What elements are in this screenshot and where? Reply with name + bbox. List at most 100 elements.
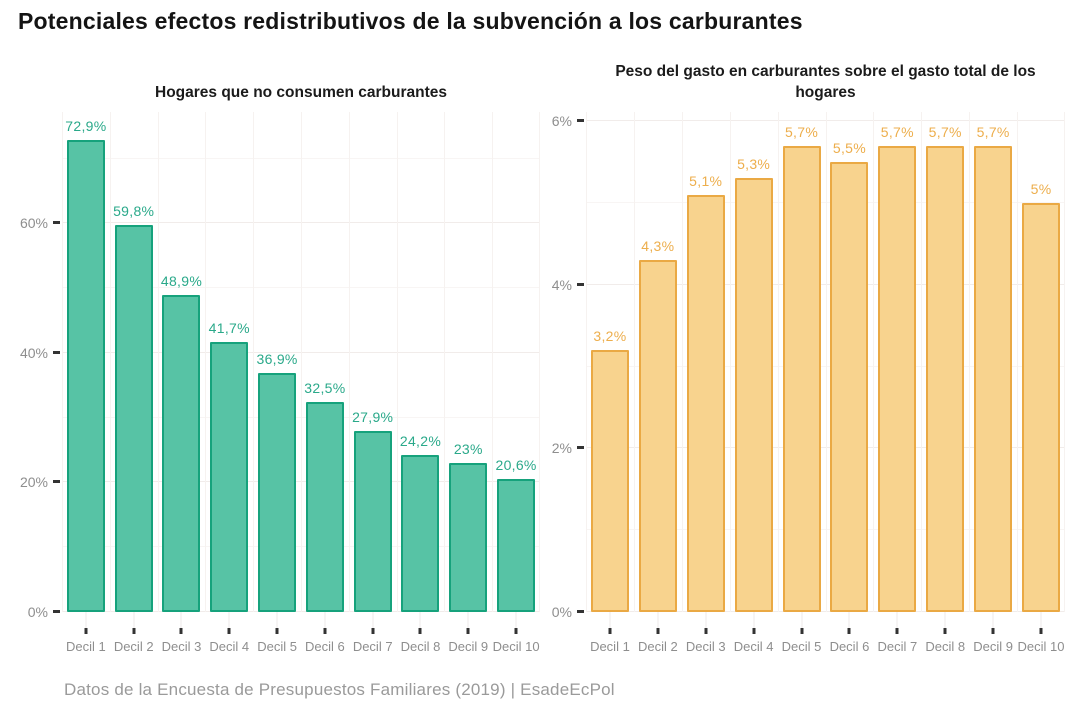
vertical-gridline <box>253 112 255 612</box>
x-axis-category-label: Decil 3 <box>685 639 726 654</box>
vertical-gridline <box>586 112 587 612</box>
bar-decil-5 <box>782 145 821 612</box>
bar-slot: 32,5% <box>301 112 349 612</box>
bar-slot: 5,3% <box>730 112 778 612</box>
x-axis-category-label: Decil 8 <box>400 639 441 654</box>
vertical-gridline <box>109 112 111 612</box>
bar-decil-9 <box>974 145 1013 612</box>
bar-slot: 5,7% <box>873 112 921 612</box>
y-axis-tick-label: 20% <box>19 474 48 491</box>
x-axis-tick-mark <box>895 628 899 634</box>
bar-decil-1 <box>590 350 629 612</box>
bar-value-label: 5,1% <box>689 172 723 189</box>
x-axis-category-label: Decil 9 <box>973 639 1013 654</box>
plot-area: 3,2% 4,3% 5,1% 5,3% 5,7% 5,5% 5,7% 5,7% 5,7% 5% <box>586 112 1065 612</box>
chart-hogares-no-consumen: Hogares que no consumen carburantes 0% 20… <box>0 58 540 668</box>
x-axis-slot: Decil 8 <box>921 612 969 668</box>
bar-value-label: 5,3% <box>737 156 771 173</box>
bar-value-label: 5% <box>1030 180 1052 197</box>
vertical-gridline <box>969 112 971 612</box>
x-axis-tick-mark <box>466 628 470 634</box>
x-axis-tick-connector <box>848 612 850 631</box>
x-axis-slot: Decil 6 <box>826 612 874 668</box>
x-axis-slot: Decil 3 <box>158 612 206 668</box>
x-axis-slot: Decil 2 <box>634 612 682 668</box>
bar-decil-10 <box>497 478 536 612</box>
x-axis-category-label: Decil 1 <box>66 639 106 654</box>
x-axis-category-label: Decil 4 <box>733 639 774 654</box>
x-axis-tick-connector <box>228 612 230 631</box>
vertical-gridline <box>205 112 207 612</box>
vertical-gridline <box>1064 112 1065 612</box>
x-axis-tick-mark <box>132 628 136 634</box>
x-axis-tick-mark <box>275 628 279 634</box>
bar-decil-2 <box>638 260 677 612</box>
x-axis-tick-connector <box>944 612 946 631</box>
x-axis-tick-mark <box>943 628 947 634</box>
x-axis-slot: Decil 4 <box>730 612 778 668</box>
x-axis-category-label: Decil 10 <box>1017 639 1065 654</box>
y-axis-tick-label: 40% <box>19 344 48 361</box>
vertical-gridline <box>681 112 683 612</box>
y-axis-tick-mark <box>53 221 60 225</box>
x-axis-tick-mark <box>418 628 422 634</box>
bar-slot: 3,2% <box>586 112 634 612</box>
bar-decil-3 <box>686 194 725 612</box>
bar-value-label: 36,9% <box>256 351 298 368</box>
bar-slot: 23% <box>444 112 492 612</box>
bar-decil-6 <box>305 401 344 612</box>
bar-decil-4 <box>734 178 773 612</box>
x-axis-tick-mark <box>371 628 375 634</box>
x-axis-category-label: Decil 7 <box>352 639 393 654</box>
chart-title: Peso del gasto en carburantes sobre el g… <box>615 63 1036 102</box>
x-axis-slot: Decil 8 <box>397 612 445 668</box>
x-axis-slot: Decil 10 <box>1017 612 1065 668</box>
x-axis-tick-mark <box>704 628 708 634</box>
x-axis-tick-connector <box>85 612 87 631</box>
x-axis: Decil 1 Decil 2 Decil 3 Decil 4 Decil 5 Decil… <box>586 612 1065 668</box>
vertical-gridline <box>539 112 540 612</box>
bar-slot: 5,5% <box>826 112 874 612</box>
bar-value-label: 3,2% <box>593 328 627 345</box>
x-axis-tick-connector <box>609 612 611 631</box>
x-axis-slot: Decil 1 <box>586 612 634 668</box>
x-axis-tick-connector <box>372 612 374 631</box>
bar-value-label: 5,7% <box>784 123 819 140</box>
vertical-gridline <box>62 112 63 612</box>
bar-slot: 24,2% <box>397 112 445 612</box>
x-axis-tick-connector <box>133 612 135 631</box>
bar-slot: 4,3% <box>634 112 682 612</box>
bar-decil-9 <box>449 463 488 612</box>
bar-slot: 5% <box>1017 112 1065 612</box>
x-axis: Decil 1 Decil 2 Decil 3 Decil 4 Decil 5 Decil… <box>62 612 540 668</box>
bar-value-label: 41,7% <box>208 319 250 336</box>
bar-value-label: 20,6% <box>495 456 537 473</box>
x-axis-slot: Decil 9 <box>969 612 1017 668</box>
chart-peso-gasto-carburantes: Peso del gasto en carburantes sobre el g… <box>540 58 1080 668</box>
plot-area: 72,9% 59,8% 48,9% 41,7% 36,9% 32,5% 27,9% 24,2%… <box>62 112 540 612</box>
x-axis-tick-mark <box>991 628 995 634</box>
x-axis-category-label: Decil 6 <box>829 639 870 654</box>
x-axis-category-label: Decil 8 <box>925 639 966 654</box>
x-axis-tick-connector <box>276 612 278 631</box>
x-axis-tick-connector <box>657 612 659 631</box>
bar-slot: 20,6% <box>492 112 540 612</box>
x-axis-category-label: Decil 4 <box>209 639 250 654</box>
x-axis-tick-connector <box>705 612 707 631</box>
bar-value-label: 72,9% <box>65 117 107 134</box>
bar-slot: 72,9% <box>62 112 110 612</box>
x-axis-tick-mark <box>608 628 612 634</box>
x-axis-tick-mark <box>323 628 327 634</box>
bar-decil-5 <box>258 373 297 612</box>
bar-slot: 48,9% <box>158 112 206 612</box>
bar-decil-3 <box>162 295 201 612</box>
x-axis-slot: Decil 9 <box>444 612 492 668</box>
x-axis-slot: Decil 7 <box>873 612 921 668</box>
bar-value-label: 48,9% <box>160 273 203 290</box>
x-axis-slot: Decil 5 <box>253 612 301 668</box>
bar-decil-4 <box>210 341 249 612</box>
x-axis-slot: Decil 4 <box>205 612 253 668</box>
bar-value-label: 32,5% <box>304 379 346 396</box>
bar-slot: 59,8% <box>110 112 158 612</box>
